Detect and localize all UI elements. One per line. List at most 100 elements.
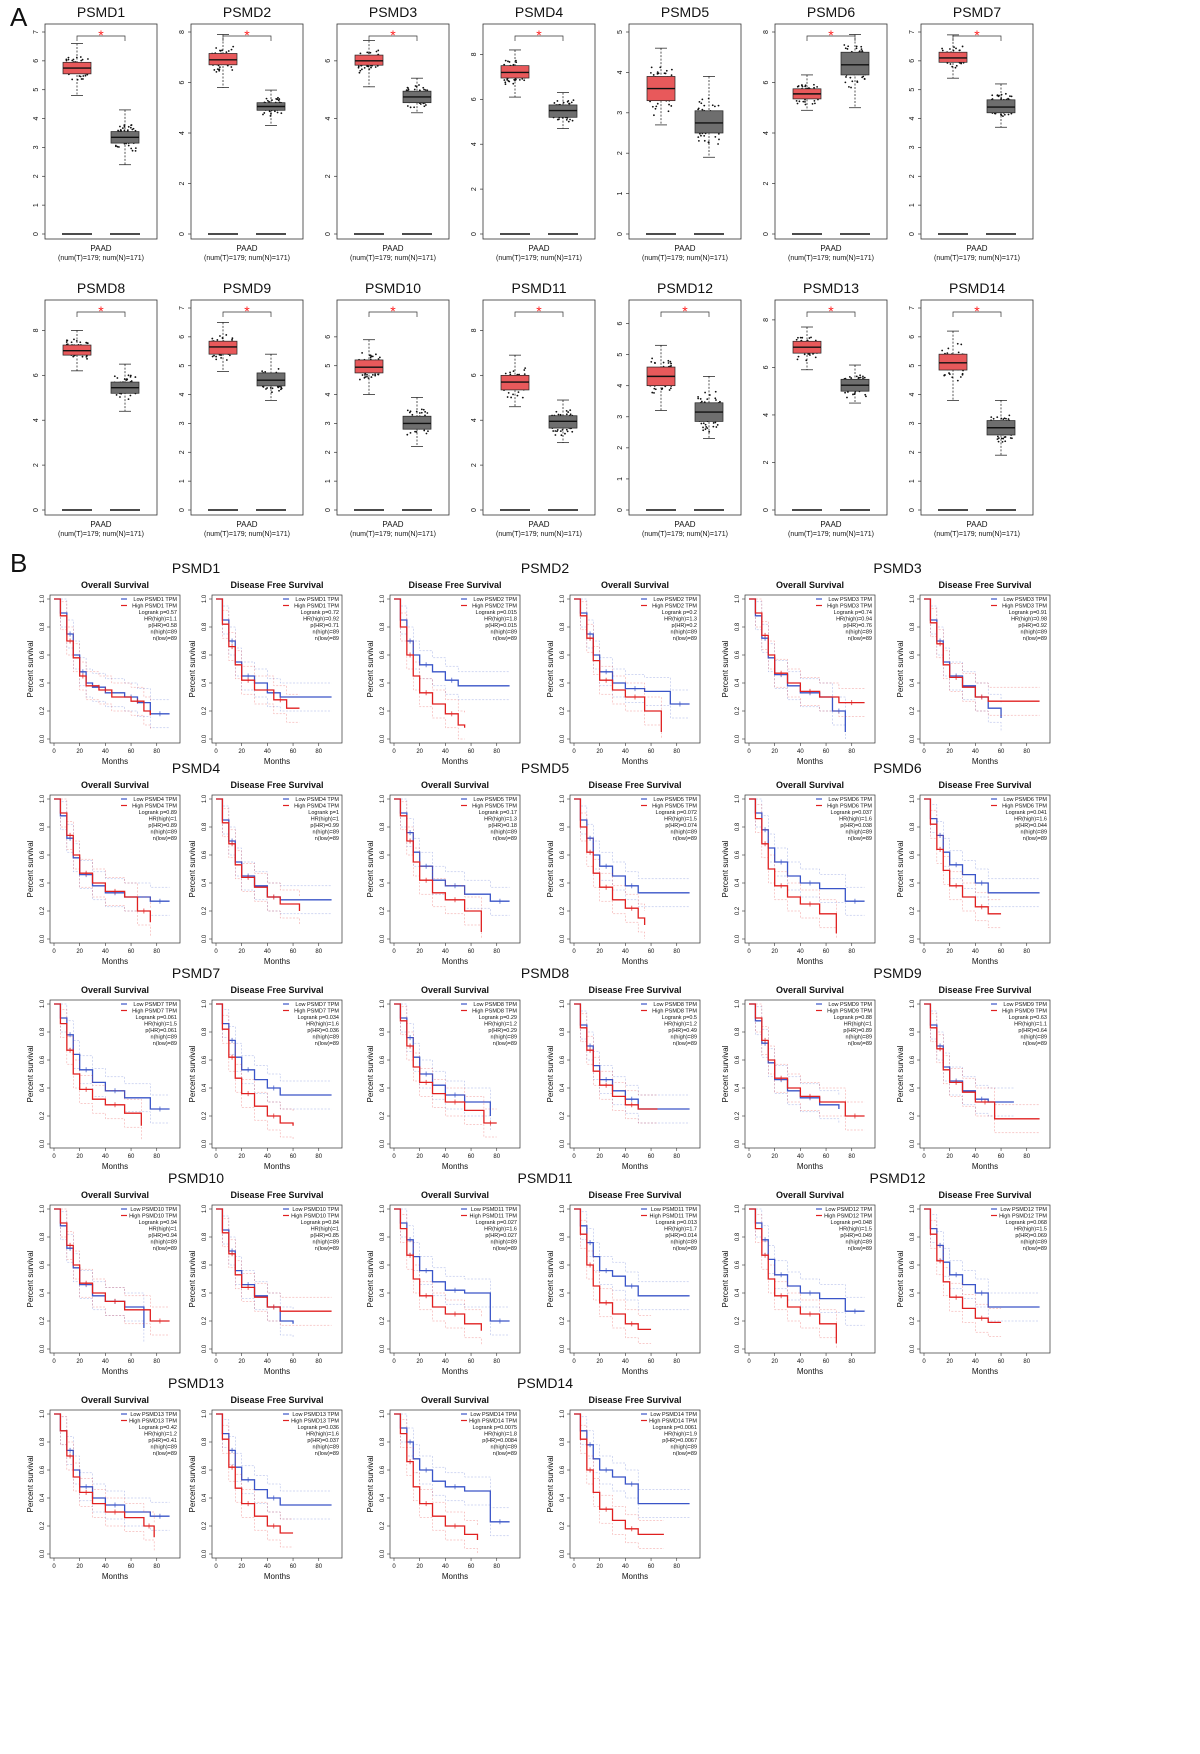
y-tick-label: 0 <box>33 232 40 236</box>
jitter-point-normal <box>697 397 700 400</box>
jitter-point-tumor <box>65 58 68 61</box>
jitter-point-tumor <box>82 78 84 80</box>
jitter-point-tumor <box>230 48 233 51</box>
legend-entry: n(high)=89 <box>491 1445 517 1451</box>
boxplot-frame <box>628 23 742 240</box>
x-tick-label: 0 <box>922 1359 926 1365</box>
x-sublabel: (num(T)=179; num(N)=171) <box>350 255 436 262</box>
y-axis-label: Percent survival <box>188 1455 197 1512</box>
legend-entry: HR(high)=1 <box>149 1227 177 1233</box>
legend-entry: Low PSMD6 TPM <box>1003 797 1047 803</box>
y-tick-label: 1.0 <box>735 999 741 1008</box>
survival-frame <box>389 794 521 944</box>
legend-entry: p(HR)=0.036 <box>307 1028 339 1034</box>
x-tick-label: 80 <box>493 1359 500 1365</box>
boxplot-psmd6: PSMD6 0 2 4 6 8 * PAAD (num(T)=179; num(N)=171) <box>763 4 888 262</box>
jitter-point-tumor <box>961 372 964 375</box>
legend-entry: n(high)=89 <box>671 830 697 836</box>
legend-entry: p(HR)=0.044 <box>1015 823 1047 829</box>
jitter-point-normal <box>1004 440 1007 443</box>
jitter-point-normal <box>845 76 847 78</box>
survival-gene-title: PSMD11 <box>518 1170 573 1186</box>
ci-lower-high <box>216 598 300 723</box>
ci-upper-low <box>54 1413 170 1503</box>
survival-frame <box>49 594 181 744</box>
jitter-point-tumor <box>225 334 228 336</box>
ci-lower-low <box>216 598 332 712</box>
jitter-point-normal <box>565 428 568 431</box>
y-tick-label: 0.8 <box>735 1232 741 1241</box>
survival-gene-title: PSMD7 <box>172 965 220 981</box>
y-tick-label: 2 <box>909 174 916 178</box>
jitter-point-tumor <box>523 369 526 371</box>
survival-plot-title: Disease Free Survival <box>230 1190 323 1200</box>
jitter-point-normal <box>426 412 429 414</box>
legend-entry: Low PSMD3 TPM <box>1003 597 1047 603</box>
x-tick-label: 40 <box>102 749 109 755</box>
box-tumor <box>354 54 384 66</box>
x-tick-label: 0 <box>392 1564 396 1570</box>
y-tick-label: 0.8 <box>380 1027 386 1036</box>
survival-frame <box>569 794 701 944</box>
jitter-point-tumor <box>811 102 814 105</box>
legend-entry: High PSMD5 TPM <box>652 804 697 810</box>
legend-entry: n(high)=89 <box>846 1240 872 1246</box>
y-tick-label: 0 <box>325 508 332 512</box>
significance-bracket <box>76 311 126 317</box>
y-tick-label: 0.8 <box>202 1232 208 1241</box>
jitter-point-normal <box>127 374 130 377</box>
jitter-point-normal <box>850 86 852 89</box>
legend-entry: n(high)=89 <box>313 830 339 836</box>
survival-frame <box>569 594 701 744</box>
x-tick-label: 20 <box>771 949 778 955</box>
significance-star: * <box>974 303 980 319</box>
jitter-point-normal <box>422 408 425 411</box>
ci-upper-high <box>749 1003 865 1103</box>
y-tick-label: 0.2 <box>40 706 46 715</box>
jitter-point-tumor <box>946 352 949 355</box>
legend-entry: p(HR)=0.049 <box>840 1233 872 1239</box>
jitter-point-normal <box>280 386 283 389</box>
legend-entry: n(low)=89 <box>1023 836 1047 842</box>
survival-plot-title: Disease Free Survival <box>588 1190 681 1200</box>
significance-bracket <box>368 311 418 317</box>
y-tick-label: 5 <box>909 88 916 92</box>
jitter-point-normal <box>557 413 560 416</box>
jitter-point-normal <box>703 104 706 107</box>
legend-entry: p(HR)=0.94 <box>148 1233 177 1239</box>
ci-upper-high <box>216 1003 294 1112</box>
x-tick-label: 20 <box>76 1154 83 1160</box>
jitter-point-normal <box>276 98 279 101</box>
legend-entry: n(low)=89 <box>315 836 339 842</box>
jitter-point-normal <box>706 427 709 430</box>
x-tick-label: 20 <box>416 1564 423 1570</box>
x-axis-label: Months <box>102 1367 128 1376</box>
ci-upper-high <box>216 1208 332 1298</box>
boxplot-title: PSMD10 <box>365 280 421 296</box>
legend-entry: p(HR)=0.0067 <box>662 1438 697 1444</box>
x-tick-label: 20 <box>946 749 953 755</box>
jitter-point-tumor <box>795 99 798 102</box>
y-tick-label: 0.0 <box>202 734 208 743</box>
panel-label-a: A <box>10 2 28 32</box>
jitter-point-normal <box>409 410 412 413</box>
jitter-point-normal <box>703 134 706 137</box>
y-tick-label: 0.2 <box>735 1111 741 1120</box>
ci-upper-high <box>54 798 151 909</box>
ci-upper-low <box>749 1208 865 1298</box>
x-tick-label: 80 <box>848 949 855 955</box>
significance-star: * <box>244 27 250 43</box>
boxplot-psmd1: PSMD1 0 1 2 3 4 5 6 7 * PAAD (num(T)=179; num(N)=17… <box>33 4 158 262</box>
jitter-point-tumor <box>506 396 509 398</box>
y-tick-label: 0.4 <box>560 1083 566 1092</box>
survival-group-psmd6: PSMD6 Overall Survival 0 20 40 60 80 0.0 0.2 0.4 0… <box>721 760 1051 966</box>
jitter-point-normal <box>552 430 555 432</box>
jitter-point-normal <box>134 149 137 152</box>
jitter-point-tumor <box>515 61 518 64</box>
y-tick-label: 0 <box>617 232 624 236</box>
jitter-point-normal <box>420 408 423 411</box>
y-tick-label: 6 <box>471 97 478 101</box>
jitter-point-tumor <box>669 360 672 363</box>
jitter-point-normal <box>848 85 850 88</box>
jitter-point-tumor <box>357 66 360 69</box>
